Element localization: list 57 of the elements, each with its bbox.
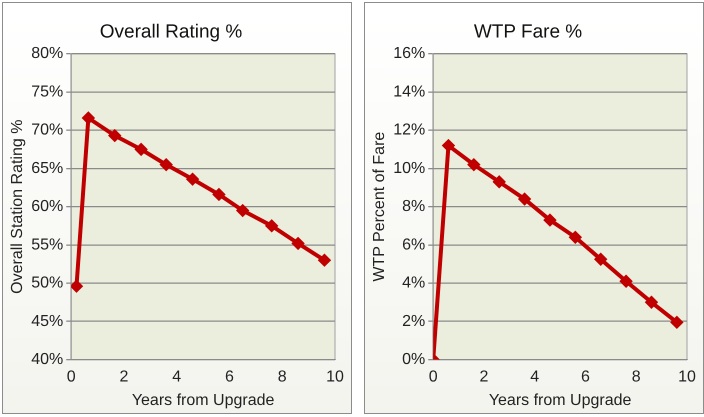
x-tick-label: 6 xyxy=(225,368,234,386)
y-tick-label: 0% xyxy=(402,351,426,368)
y-tick-label: 80% xyxy=(31,45,64,62)
y-tick-label: 55% xyxy=(31,236,64,254)
x-tick-label: 8 xyxy=(632,368,641,386)
y-tick-label: 70% xyxy=(31,122,64,139)
y-tick-label: 4% xyxy=(402,274,426,292)
x-tick-label: 2 xyxy=(480,368,489,386)
x-tick-label: 10 xyxy=(678,368,696,386)
y-tick-label: 12% xyxy=(393,122,426,139)
x-tick-label: 0 xyxy=(66,368,76,386)
y-tick-label: 8% xyxy=(402,198,426,216)
x-tick-label: 6 xyxy=(581,368,590,386)
x-tick-label: 10 xyxy=(326,368,344,386)
point xyxy=(442,139,455,152)
y-tick-label: 14% xyxy=(393,83,426,100)
point xyxy=(670,316,684,329)
point xyxy=(568,230,582,244)
y-tick-label: 40% xyxy=(31,351,64,368)
point xyxy=(318,254,331,267)
point xyxy=(594,252,608,266)
point xyxy=(644,296,658,309)
y-tick-label: 65% xyxy=(31,160,64,177)
y-tick-label: 16% xyxy=(393,45,426,62)
chart-title: Overall Rating % xyxy=(100,22,242,43)
x-tick-label: 4 xyxy=(530,368,540,386)
point xyxy=(467,158,480,172)
x-tick-label: 4 xyxy=(172,368,182,386)
point xyxy=(212,188,226,201)
y-tick-label: 50% xyxy=(31,274,64,292)
point xyxy=(292,236,305,250)
x-axis-title: Years from Upgrade xyxy=(132,392,275,409)
y-tick-label: 2% xyxy=(402,312,426,330)
x-tick-label: 8 xyxy=(278,368,287,386)
point xyxy=(620,274,633,288)
y-axis-title: WTP Percent of Fare xyxy=(371,132,388,282)
point xyxy=(265,219,278,232)
point xyxy=(518,192,532,206)
point xyxy=(71,280,83,293)
point xyxy=(492,175,506,188)
point xyxy=(236,204,250,218)
point xyxy=(186,172,200,186)
y-tick-label: 75% xyxy=(31,83,64,100)
x-axis-title: Years from Upgrade xyxy=(488,392,632,409)
y-tick-label: 60% xyxy=(31,198,64,216)
point xyxy=(160,158,173,172)
point xyxy=(82,112,95,125)
point xyxy=(108,129,122,142)
y-tick-label: 6% xyxy=(402,236,426,254)
chart-title: WTP Fare % xyxy=(474,22,582,43)
x-tick-label: 0 xyxy=(428,368,438,386)
y-tick-label: 10% xyxy=(393,160,426,177)
y-tick-label: 45% xyxy=(31,312,64,330)
x-tick-label: 2 xyxy=(120,368,129,386)
point xyxy=(543,214,556,227)
point xyxy=(134,142,148,156)
y-axis-title: Overall Station Rating % xyxy=(9,120,26,294)
